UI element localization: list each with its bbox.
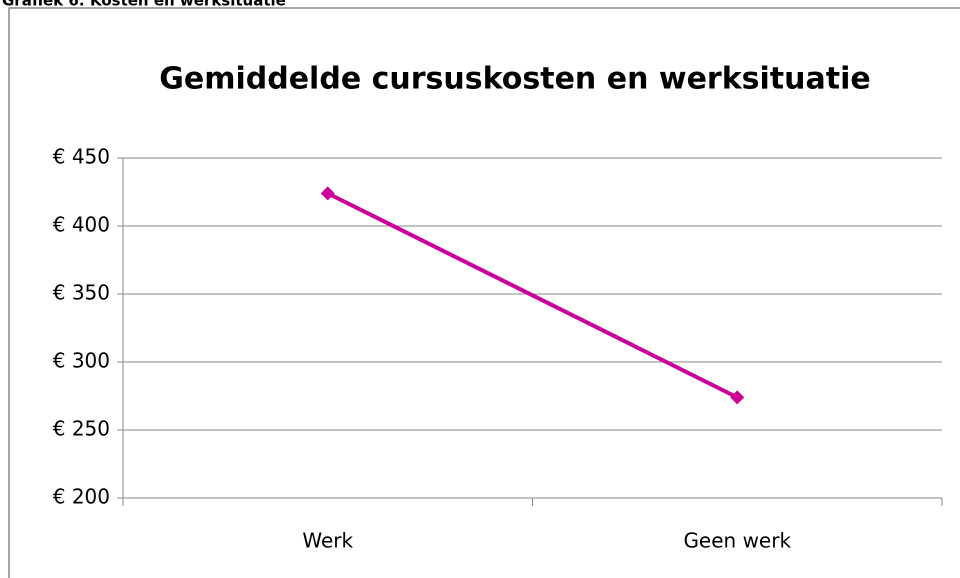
y-tick-label: € 200 bbox=[53, 485, 110, 509]
plot-area: € 200 € 250 € 300 € 350 € 400 € 450 Werk Geen w… bbox=[53, 145, 943, 553]
chart-title: Gemiddelde cursuskosten en werksituatie bbox=[159, 62, 870, 97]
y-tick-label: € 450 bbox=[53, 145, 110, 169]
caption: Grafiek 6: Kosten en werksituatie bbox=[2, 0, 286, 10]
x-tick-label: Geen werk bbox=[683, 529, 791, 553]
chart-frame bbox=[8, 7, 960, 578]
y-tick-label: € 350 bbox=[53, 281, 110, 305]
data-line bbox=[326, 191, 739, 400]
x-tick-label: Werk bbox=[302, 529, 353, 553]
y-tick-label: € 300 bbox=[53, 349, 110, 373]
y-tick-label: € 400 bbox=[53, 213, 110, 237]
data-point bbox=[320, 186, 335, 201]
y-tick-label: € 250 bbox=[53, 417, 110, 441]
data-point bbox=[730, 390, 745, 405]
